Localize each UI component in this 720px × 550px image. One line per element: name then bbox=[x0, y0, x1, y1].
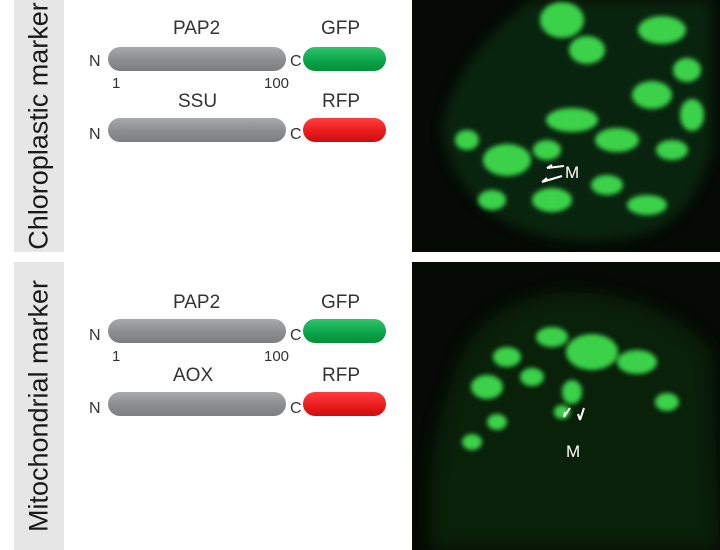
side-label-text: Mitochondrial marker bbox=[23, 279, 54, 533]
mitochondrial-panel: Mitochondrial marker PAP2 GFP N C 1 100 … bbox=[0, 262, 720, 550]
construct-diagram: PAP2 GFP N C 1 100 AOX RFP N C bbox=[70, 262, 410, 550]
c-terminus-label: C bbox=[290, 400, 302, 417]
protein-bar bbox=[108, 47, 286, 71]
n-terminus-label: N bbox=[89, 126, 101, 143]
c-terminus-label: C bbox=[290, 126, 302, 143]
protein-bar bbox=[108, 319, 286, 343]
side-label-text: Chloroplastic marker bbox=[23, 2, 54, 250]
fluorescence-image bbox=[442, 0, 712, 241]
tag-label: GFP bbox=[321, 18, 361, 39]
side-label-box: Chloroplastic marker bbox=[14, 0, 64, 252]
construct-diagram: PAP2 GFP N C 1 100 SSU RFP N C bbox=[70, 0, 410, 252]
c-terminus-label: C bbox=[290, 53, 302, 70]
tag-label: RFP bbox=[322, 365, 360, 386]
mitochondria-marker-label: M bbox=[565, 163, 580, 182]
protein-label: PAP2 bbox=[173, 18, 221, 39]
residue-start-label: 1 bbox=[112, 75, 121, 92]
fluorescence-image bbox=[429, 292, 720, 550]
tag-label: RFP bbox=[322, 91, 360, 112]
protein-label: SSU bbox=[178, 91, 218, 112]
residue-end-label: 100 bbox=[264, 75, 290, 92]
protein-bar bbox=[108, 392, 286, 416]
micrograph-chloroplast: M bbox=[412, 0, 720, 252]
gfp-tag-bar bbox=[303, 47, 386, 71]
c-terminus-label: C bbox=[290, 327, 302, 344]
tag-label: GFP bbox=[321, 292, 361, 313]
protein-bar bbox=[108, 118, 286, 142]
rfp-tag-bar bbox=[303, 118, 386, 142]
residue-start-label: 1 bbox=[112, 348, 121, 365]
n-terminus-label: N bbox=[89, 53, 101, 70]
gfp-tag-bar bbox=[303, 319, 386, 343]
n-terminus-label: N bbox=[89, 327, 101, 344]
chloroplastic-panel: Chloroplastic marker PAP2 GFP N C 1 100 … bbox=[0, 0, 720, 252]
protein-label: PAP2 bbox=[173, 292, 221, 313]
protein-label: AOX bbox=[173, 365, 214, 386]
rfp-tag-bar bbox=[303, 392, 386, 416]
mitochondria-marker-label: M bbox=[566, 442, 581, 461]
micrograph-mitochondria: M bbox=[412, 262, 720, 550]
side-label-box: Mitochondrial marker bbox=[14, 262, 64, 550]
n-terminus-label: N bbox=[89, 400, 101, 417]
residue-end-label: 100 bbox=[264, 348, 290, 365]
